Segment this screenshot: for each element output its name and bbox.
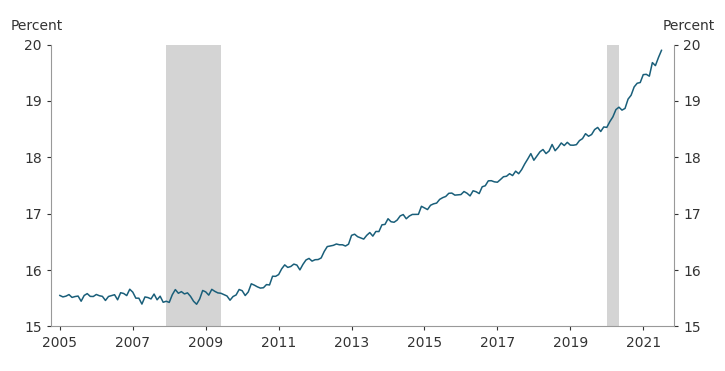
Bar bbox=[607, 45, 619, 326]
Text: Percent: Percent bbox=[663, 19, 715, 33]
Bar bbox=[166, 45, 221, 326]
Text: Percent: Percent bbox=[10, 19, 62, 33]
